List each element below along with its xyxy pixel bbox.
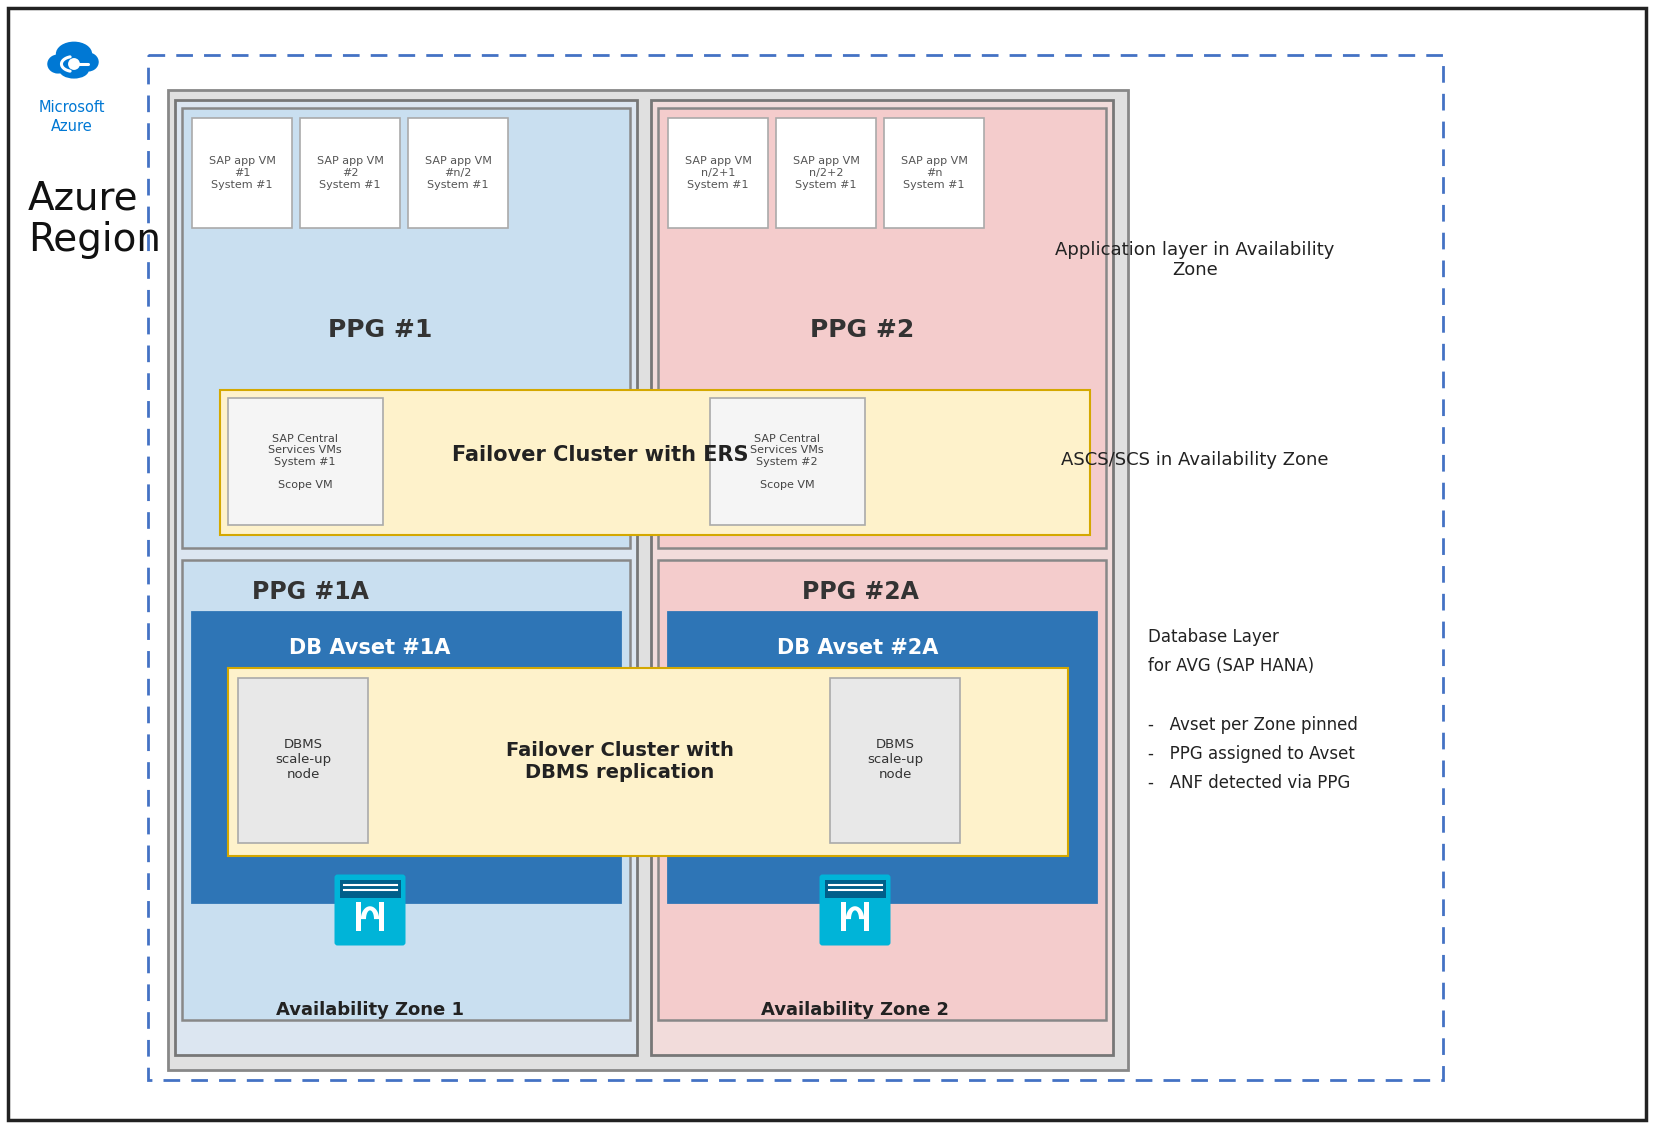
Bar [220,390,1091,534]
Text: PPG #1A: PPG #1A [252,580,369,605]
Ellipse shape [56,42,93,67]
Text: SAP app VM
#n/2
System #1: SAP app VM #n/2 System #1 [425,156,492,190]
Text: SAP app VM
#n
System #1: SAP app VM #n System #1 [900,156,968,190]
Text: SAP Central
Services VMs
System #1

Scope VM: SAP Central Services VMs System #1 Scope… [268,434,343,490]
FancyBboxPatch shape [334,875,405,946]
Polygon shape [361,906,379,919]
Text: Application layer in Availability
Zone: Application layer in Availability Zone [1056,241,1334,279]
Bar [238,678,367,843]
Text: Failover Cluster with ERS: Failover Cluster with ERS [452,445,748,466]
Text: Microsoft
Azure: Microsoft Azure [38,99,106,133]
Bar [776,118,875,228]
Bar [669,612,1096,902]
Text: ASCS/SCS in Availability Zone: ASCS/SCS in Availability Zone [1061,451,1329,469]
Text: PPG #2A: PPG #2A [801,580,919,605]
FancyBboxPatch shape [819,875,890,946]
Bar [192,118,291,228]
Bar [379,902,384,931]
Bar [884,118,985,228]
Bar [841,902,846,931]
Text: DBMS
scale-up
node: DBMS scale-up node [275,739,331,782]
Bar [831,678,960,843]
Bar [669,118,768,228]
Ellipse shape [48,54,70,73]
Text: Availability Zone 1: Availability Zone 1 [276,1001,463,1019]
Text: PPG #1: PPG #1 [328,318,432,342]
Text: SAP app VM
n/2+1
System #1: SAP app VM n/2+1 System #1 [685,156,751,190]
Bar [339,879,401,897]
Bar [228,668,1067,857]
Text: SAP Central
Services VMs
System #2

Scope VM: SAP Central Services VMs System #2 Scope… [750,434,824,490]
Bar [192,612,621,902]
Bar [659,560,1106,1020]
Bar [409,118,508,228]
Bar [356,902,361,931]
Text: Azure
Region: Azure Region [28,180,161,259]
Bar [300,118,401,228]
Bar [169,90,1129,1070]
Bar [824,879,885,897]
Text: SAP app VM
#2
System #1: SAP app VM #2 System #1 [316,156,384,190]
Polygon shape [846,906,864,919]
Bar [228,398,382,525]
Text: PPG #2: PPG #2 [809,318,914,342]
Bar [175,99,637,1055]
Ellipse shape [60,61,89,79]
Bar [182,560,631,1020]
Bar [864,902,869,931]
Text: DB Avset #2A: DB Avset #2A [778,638,938,658]
Text: Failover Cluster with
DBMS replication: Failover Cluster with DBMS replication [506,741,733,782]
Text: DBMS
scale-up
node: DBMS scale-up node [867,739,923,782]
Text: DB Avset #1A: DB Avset #1A [290,638,450,658]
Text: Availability Zone 2: Availability Zone 2 [761,1001,948,1019]
Bar [650,99,1114,1055]
Bar [147,55,1443,1080]
Bar [710,398,866,525]
Bar [659,108,1106,548]
Bar [182,108,631,548]
Text: Database Layer
for AVG (SAP HANA)

-   Avset per Zone pinned
-   PPG assigned to: Database Layer for AVG (SAP HANA) - Avse… [1149,628,1357,792]
Text: SAP app VM
n/2+2
System #1: SAP app VM n/2+2 System #1 [793,156,859,190]
Text: SAP app VM
#1
System #1: SAP app VM #1 System #1 [209,156,275,190]
Circle shape [68,58,79,70]
Ellipse shape [78,52,99,71]
